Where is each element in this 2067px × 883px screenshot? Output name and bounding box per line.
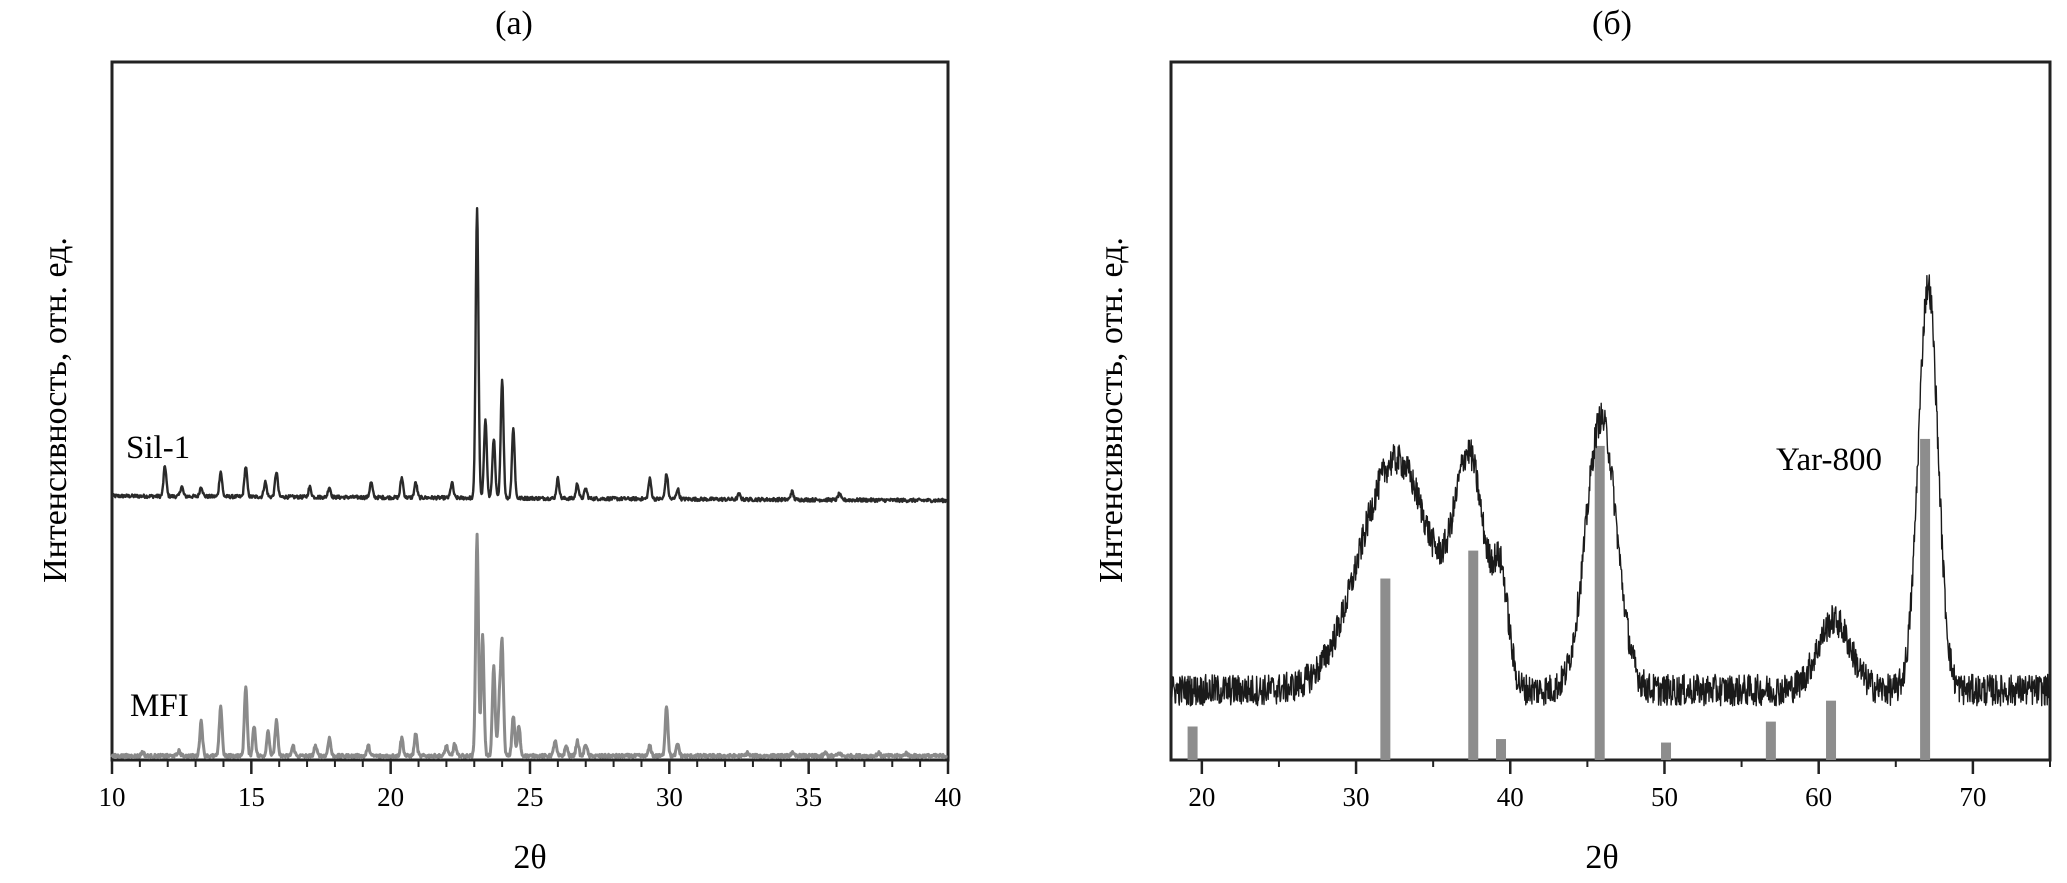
panel-a-y-axis-title: Интенсивность, отн. ед. — [37, 237, 74, 583]
reference-bar — [1661, 742, 1672, 760]
panel-b-y-axis-title: Интенсивность, отн. ед. — [1093, 237, 1130, 583]
reference-bar — [1765, 721, 1776, 760]
series-line-yar-800 — [1170, 274, 2051, 707]
panel-a-x-axis-title: 2θ — [513, 839, 546, 876]
panel-b-x-axis: 20 30 40 50 60 70 — [1188, 760, 2051, 812]
x-tick-label-20: 20 — [1188, 782, 1215, 812]
x-tick-label-60: 60 — [1805, 782, 1832, 812]
series-line-sil-1 — [110, 206, 949, 504]
x-tick-label-50: 50 — [1651, 782, 1678, 812]
reference-bar — [1496, 739, 1507, 760]
panel-a: (а) 10 15 20 25 30 35 40 2θ Интенсивность, отн… — [37, 5, 962, 876]
reference-bar — [1826, 700, 1837, 760]
x-tick-label-25: 25 — [517, 782, 544, 812]
x-tick-label-40: 40 — [1497, 782, 1524, 812]
reference-bar — [1468, 550, 1479, 760]
x-tick-label-35: 35 — [795, 782, 822, 812]
x-tick-label-10: 10 — [99, 782, 126, 812]
x-tick-label-30: 30 — [656, 782, 683, 812]
panel-b-reference-bars — [1187, 438, 1931, 760]
series-label-mfi: MFI — [130, 688, 189, 724]
panel-a-label: (а) — [495, 5, 533, 42]
panel-b-plot-frame — [1169, 60, 2052, 762]
x-tick-label-15: 15 — [238, 782, 265, 812]
series-label-sil-1: Sil-1 — [126, 430, 190, 466]
panel-b-x-axis-title: 2θ — [1585, 839, 1618, 876]
reference-bar — [1187, 726, 1198, 760]
panel-a-plot-frame — [110, 60, 950, 762]
reference-bar — [1380, 578, 1391, 760]
panel-b-series — [1170, 274, 2051, 707]
series-label-yar-800: Yar-800 — [1776, 442, 1882, 478]
panel-b: (б) 20 30 40 50 60 70 2θ Интенсивность, отн. … — [1093, 5, 2052, 876]
x-tick-label-70: 70 — [1959, 782, 1986, 812]
series-line-mfi — [110, 532, 949, 760]
x-tick-label-20: 20 — [377, 782, 404, 812]
x-tick-label-30: 30 — [1343, 782, 1370, 812]
reference-bar — [1594, 445, 1605, 760]
panel-a-series — [110, 206, 949, 760]
reference-bar — [1920, 438, 1931, 760]
panel-a-x-axis: 10 15 20 25 30 35 40 — [99, 760, 962, 812]
x-tick-label-40: 40 — [935, 782, 962, 812]
panel-b-label: (б) — [1592, 5, 1632, 42]
